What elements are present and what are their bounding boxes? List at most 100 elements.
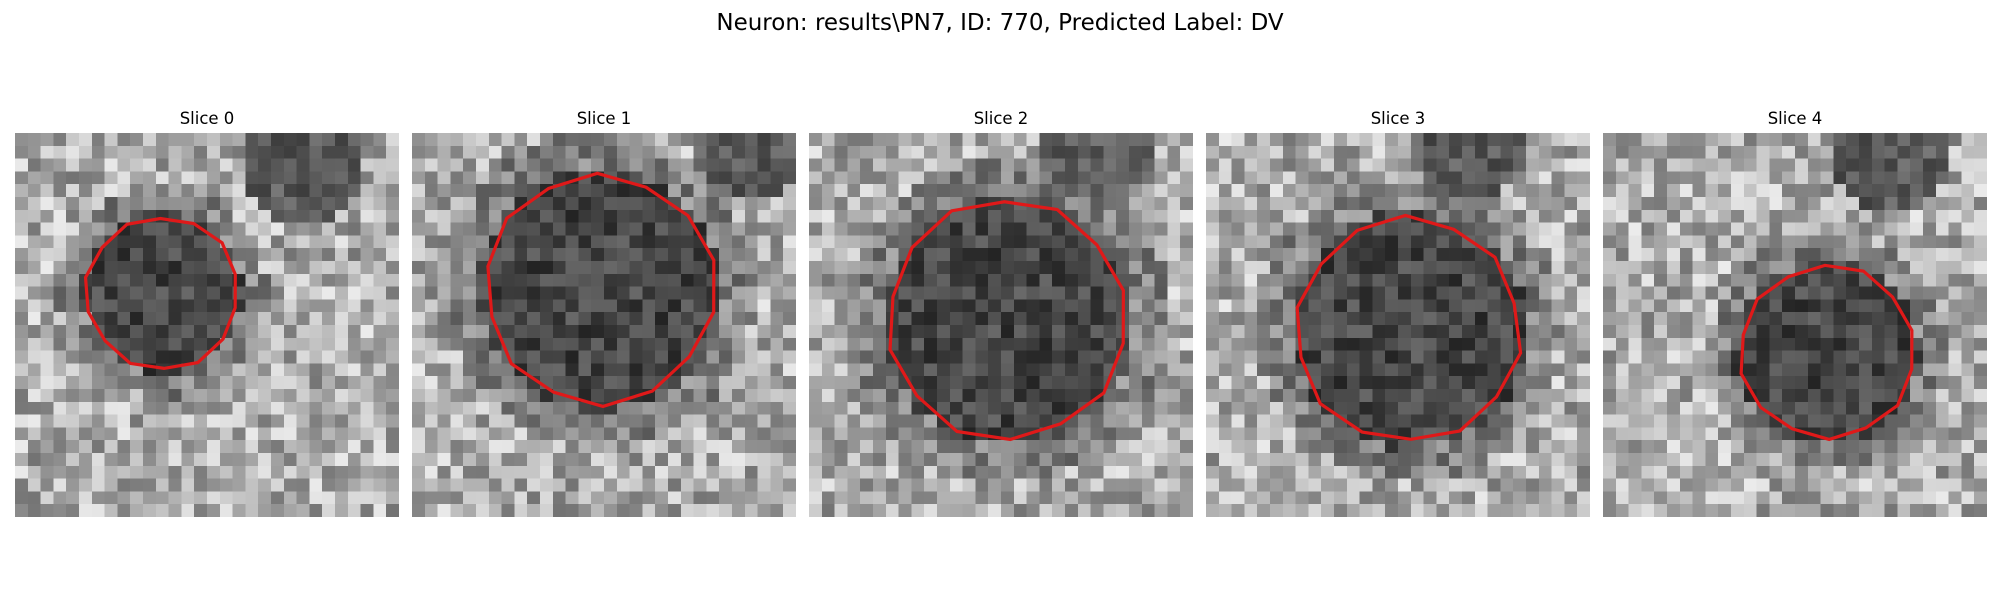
pixel bbox=[1756, 363, 1770, 377]
pixel bbox=[1206, 197, 1220, 211]
pixel bbox=[770, 337, 784, 351]
pixel bbox=[322, 465, 336, 479]
pixel bbox=[770, 465, 784, 479]
pixel bbox=[1474, 197, 1488, 211]
pixel bbox=[501, 376, 515, 390]
pixel bbox=[1948, 350, 1962, 364]
pixel bbox=[143, 350, 157, 364]
pixel bbox=[232, 184, 246, 198]
pixel bbox=[168, 414, 182, 428]
pixel bbox=[847, 427, 861, 441]
pixel bbox=[1385, 273, 1399, 287]
pixel bbox=[117, 376, 131, 390]
pixel bbox=[424, 158, 438, 172]
pixel bbox=[1884, 312, 1898, 326]
pixel bbox=[975, 337, 989, 351]
pixel bbox=[1398, 363, 1412, 377]
pixel bbox=[1628, 312, 1642, 326]
pixel bbox=[821, 376, 835, 390]
pixel bbox=[463, 478, 477, 492]
pixel bbox=[911, 478, 925, 492]
pixel bbox=[885, 235, 899, 249]
pixel bbox=[1218, 453, 1232, 467]
pixel bbox=[207, 363, 221, 377]
pixel bbox=[1718, 248, 1732, 262]
pixel bbox=[1372, 465, 1386, 479]
pixel bbox=[1718, 299, 1732, 313]
pixel bbox=[1641, 197, 1655, 211]
pixel bbox=[386, 401, 399, 415]
pixel bbox=[1769, 325, 1783, 339]
pixel bbox=[1487, 133, 1501, 147]
pixel bbox=[1935, 235, 1949, 249]
pixel bbox=[1372, 133, 1386, 147]
pixel bbox=[1398, 197, 1412, 211]
pixel bbox=[1295, 171, 1309, 185]
pixel bbox=[1052, 145, 1066, 159]
pixel bbox=[1398, 478, 1412, 492]
pixel bbox=[1372, 184, 1386, 198]
pixel bbox=[1218, 491, 1232, 505]
pixel bbox=[604, 465, 618, 479]
pixel bbox=[821, 478, 835, 492]
pixel bbox=[885, 376, 899, 390]
pixel bbox=[1718, 440, 1732, 454]
pixel bbox=[591, 286, 605, 300]
pixel bbox=[591, 337, 605, 351]
pixel bbox=[194, 209, 208, 223]
pixel bbox=[360, 261, 374, 275]
pixel bbox=[962, 133, 976, 147]
pixel bbox=[680, 133, 694, 147]
pixel bbox=[1282, 350, 1296, 364]
pixel bbox=[1206, 414, 1220, 428]
pixel bbox=[1474, 491, 1488, 505]
pixel bbox=[1423, 197, 1437, 211]
pixel bbox=[219, 363, 233, 377]
pixel bbox=[1948, 248, 1962, 262]
pixel bbox=[207, 171, 221, 185]
pixel bbox=[1577, 222, 1590, 236]
pixel bbox=[1308, 350, 1322, 364]
pixel bbox=[1141, 273, 1155, 287]
pixel bbox=[104, 325, 118, 339]
pixel bbox=[1923, 376, 1937, 390]
pixel bbox=[668, 325, 682, 339]
pixel bbox=[591, 478, 605, 492]
pixel bbox=[1103, 209, 1117, 223]
pixel bbox=[1385, 145, 1399, 159]
pixel bbox=[1782, 222, 1796, 236]
pixel bbox=[1782, 350, 1796, 364]
pixel bbox=[194, 465, 208, 479]
pixel bbox=[1295, 273, 1309, 287]
pixel bbox=[642, 261, 656, 275]
pixel bbox=[1795, 209, 1809, 223]
pixel bbox=[309, 171, 323, 185]
pixel bbox=[975, 504, 989, 517]
pixel bbox=[949, 286, 963, 300]
pixel bbox=[155, 389, 169, 403]
pixel bbox=[655, 478, 669, 492]
pixel bbox=[53, 248, 67, 262]
pixel bbox=[1231, 184, 1245, 198]
pixel bbox=[1039, 261, 1053, 275]
pixel bbox=[1026, 504, 1040, 517]
pixel bbox=[616, 427, 630, 441]
pixel bbox=[296, 401, 310, 415]
pixel bbox=[1423, 209, 1437, 223]
pixel bbox=[1423, 414, 1437, 428]
pixel bbox=[1846, 312, 1860, 326]
pixel bbox=[1090, 491, 1104, 505]
pixel bbox=[1218, 145, 1232, 159]
pixel bbox=[1961, 286, 1975, 300]
pixel bbox=[744, 350, 758, 364]
pixel bbox=[604, 427, 618, 441]
pixel bbox=[757, 171, 771, 185]
neuron-contour bbox=[486, 171, 716, 409]
pixel bbox=[1628, 440, 1642, 454]
pixel bbox=[53, 145, 67, 159]
pixel bbox=[565, 209, 579, 223]
pixel bbox=[1282, 158, 1296, 172]
pixel bbox=[1206, 440, 1220, 454]
pixel bbox=[1231, 427, 1245, 441]
pixel bbox=[1039, 465, 1053, 479]
